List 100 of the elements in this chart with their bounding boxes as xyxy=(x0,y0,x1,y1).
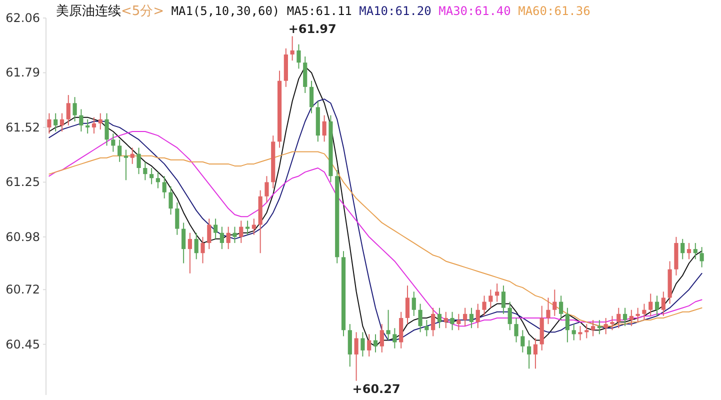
candlestick xyxy=(552,289,557,316)
candlestick xyxy=(200,236,205,264)
candlestick xyxy=(693,242,698,260)
candlestick xyxy=(527,340,532,370)
annotation: +61.97 xyxy=(288,22,336,36)
candlestick xyxy=(533,338,538,370)
candlestick xyxy=(150,167,154,185)
candlestick xyxy=(418,303,422,333)
candlestick xyxy=(520,330,525,353)
candlestick xyxy=(264,176,269,203)
candlestick xyxy=(386,309,390,341)
candlestick xyxy=(188,232,192,274)
candlestick xyxy=(604,317,608,335)
chart-subtitle: <5分> xyxy=(121,4,164,19)
candlestick xyxy=(636,307,640,323)
chart-title: 美原油连续 xyxy=(56,3,121,19)
candlestick xyxy=(226,226,230,250)
candlestick xyxy=(72,96,77,122)
candlestick xyxy=(424,320,429,337)
candlestick xyxy=(584,324,589,339)
candlestick xyxy=(578,326,582,341)
candlestick xyxy=(104,112,109,146)
candlestick xyxy=(565,307,570,343)
candlestick xyxy=(546,297,550,325)
candlestick xyxy=(501,285,506,314)
candlestick xyxy=(654,295,660,316)
candlestick xyxy=(629,309,634,327)
y-tick-label: 62.06 xyxy=(6,11,40,25)
candlestick xyxy=(610,315,614,331)
candlestick xyxy=(431,307,436,337)
candlestick xyxy=(616,307,621,329)
candlestick xyxy=(168,186,173,216)
candlestick xyxy=(380,324,384,353)
candlestick xyxy=(508,301,512,331)
text: MA10:61.20 xyxy=(352,4,432,18)
candlestick xyxy=(590,320,596,337)
candlestick xyxy=(162,176,166,199)
candlestick xyxy=(354,332,358,382)
candlestick xyxy=(444,311,448,329)
candlestick xyxy=(412,291,416,316)
candlestick xyxy=(118,139,122,162)
candlestick xyxy=(700,246,704,268)
text: MA5:61.11 xyxy=(280,4,352,18)
candlestick xyxy=(514,317,518,343)
candlestick xyxy=(207,218,212,250)
candlestick xyxy=(143,161,148,181)
candlestick xyxy=(92,116,96,134)
candlestick xyxy=(175,202,180,236)
candlestick xyxy=(309,80,314,114)
candlestick xyxy=(290,36,294,62)
candlestick xyxy=(405,285,410,325)
candlestick xyxy=(463,307,468,327)
candlestick xyxy=(214,218,218,240)
candlestick xyxy=(136,147,141,175)
text: MA60:61.36 xyxy=(510,4,590,18)
candlestick xyxy=(373,334,378,353)
legend-title: MA1(5,10,30,60) xyxy=(164,4,280,18)
candlestick xyxy=(661,291,666,316)
candlestick xyxy=(642,303,646,321)
candlestick xyxy=(622,307,628,327)
candlestick xyxy=(686,242,692,260)
candlestick xyxy=(495,283,500,302)
candlestick xyxy=(182,222,186,264)
candlestick xyxy=(450,311,454,331)
y-tick-label: 60.98 xyxy=(6,230,40,244)
y-tick-label: 61.79 xyxy=(6,66,40,80)
candlestick xyxy=(322,114,326,142)
y-tick-label: 60.45 xyxy=(6,337,40,352)
y-tick-label: 61.25 xyxy=(6,175,40,190)
candlestick xyxy=(488,289,493,308)
candlestick xyxy=(482,295,486,316)
candlestick xyxy=(476,303,480,329)
candlestick xyxy=(252,218,256,236)
candlestick xyxy=(239,220,244,244)
candlestick xyxy=(86,118,90,134)
candlestick xyxy=(54,112,58,132)
y-tick-label: 61.52 xyxy=(6,120,40,134)
candlestick xyxy=(79,108,84,132)
text: MA30:61.40 xyxy=(431,4,511,18)
candlestick xyxy=(232,226,237,244)
candlestick xyxy=(680,238,685,260)
candlestick xyxy=(194,232,198,260)
candlestick xyxy=(469,307,474,329)
candlestick xyxy=(66,94,70,126)
candlestick xyxy=(98,112,102,130)
candlestick xyxy=(597,320,602,335)
candlestick xyxy=(296,44,301,70)
candlestick xyxy=(367,334,372,357)
candlestick xyxy=(124,149,128,181)
candlestick xyxy=(437,307,442,329)
candlestick xyxy=(572,324,576,341)
candlestick xyxy=(245,220,250,236)
candlestick xyxy=(558,295,564,321)
candlestick xyxy=(220,226,224,250)
candlestick xyxy=(60,112,64,132)
candlestick xyxy=(111,133,116,152)
candlestick xyxy=(648,293,653,316)
candlestick xyxy=(360,332,365,357)
candlestick xyxy=(392,328,397,349)
annotation: +60.27 xyxy=(352,382,400,396)
